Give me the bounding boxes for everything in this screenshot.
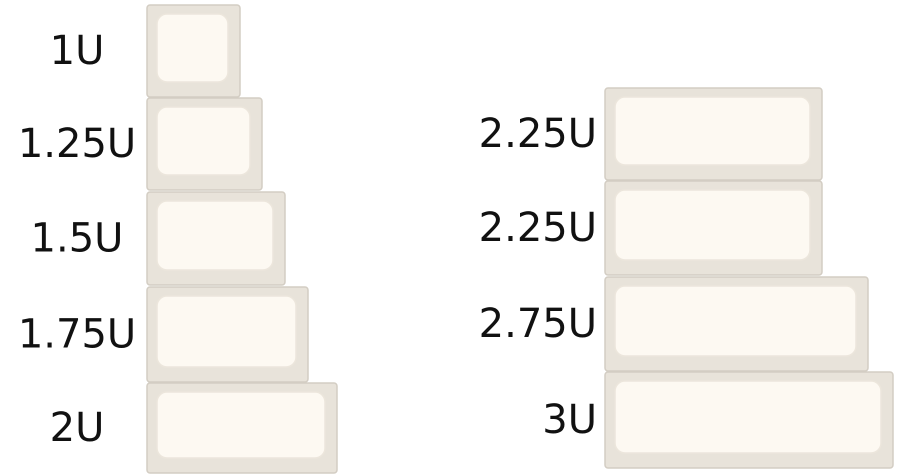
size-label: 1.75U [18, 312, 136, 358]
keycap-top [157, 296, 296, 367]
keycap [605, 372, 893, 468]
keycap [605, 277, 868, 371]
size-label: 1U [50, 28, 105, 74]
keycap-top [157, 201, 273, 270]
size-label: 1.5U [31, 216, 124, 262]
size-label: 2.25U [479, 111, 597, 157]
keycap [147, 287, 308, 382]
keycap-top [615, 97, 810, 165]
keycap [147, 5, 240, 97]
keycap-top [157, 107, 250, 175]
keycap [147, 98, 262, 190]
keycap [147, 192, 285, 285]
keycap-top [157, 392, 325, 458]
keycap-diagram: 1U 1.25U 1.5U 1.75U 2U 2.25U 2.25U 2.75U 3U [0, 0, 898, 476]
keycap [605, 88, 822, 180]
keycap [605, 181, 822, 275]
keycap-top [615, 286, 856, 356]
size-label: 3U [542, 397, 597, 443]
size-label: 2.25U [479, 205, 597, 251]
keycap-top [157, 14, 228, 82]
size-label: 2.75U [479, 301, 597, 347]
size-label: 2U [50, 405, 105, 451]
keycap-top [615, 190, 810, 260]
keycap [147, 383, 337, 473]
size-label: 1.25U [18, 121, 136, 167]
keycap-top [615, 381, 881, 453]
